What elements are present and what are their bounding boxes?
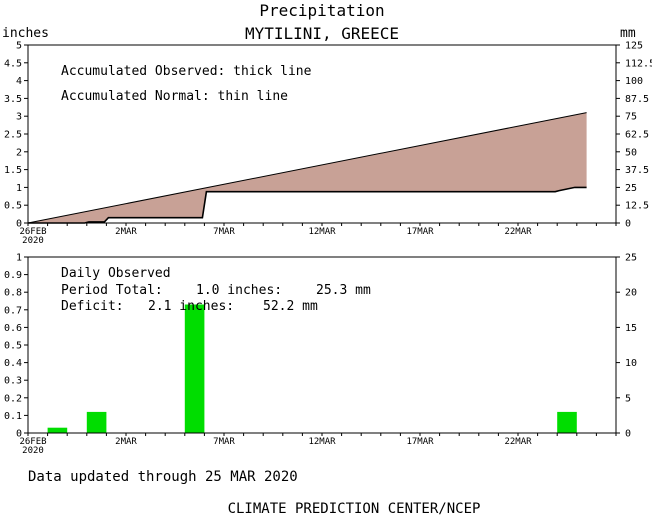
- deficit-inches: 2.1 inches:: [148, 299, 234, 314]
- normal-line: [27, 112, 587, 224]
- top-y2tick-label: 25: [625, 183, 637, 194]
- top-y2tick-label: 12.5: [625, 201, 649, 212]
- accumulated-panel: 0 0.5 1 1.5 2 2.5 3 3.5 4 4.5 5 0 12.5 25 37.5 50 62.5 7…: [4, 41, 652, 247]
- bottom-ytick-label: 0.5: [4, 341, 22, 352]
- bottom-ytick-label: 0: [16, 429, 22, 440]
- period-total-inches: 1.0 inches:: [196, 283, 282, 298]
- deficit-mm: 52.2 mm: [263, 299, 318, 314]
- top-ytick-label: 2.5: [4, 130, 22, 141]
- top-ytick-label: 1.5: [4, 165, 22, 176]
- bottom-xtick-label: 12MAR: [308, 437, 336, 447]
- top-ytick-label: 2: [16, 147, 22, 158]
- top-y2tick-label: 0: [625, 219, 631, 230]
- top-ytick-label: 4.5: [4, 58, 22, 69]
- bottom-ytick-label: 0.4: [4, 358, 22, 369]
- bottom-y2tick-label: 15: [625, 323, 637, 334]
- top-xtick-label: 12MAR: [308, 227, 336, 237]
- top-y2tick-label: 50: [625, 147, 637, 158]
- bottom-ytick-label: 0.8: [4, 288, 22, 299]
- bottom-xtick-label: 26FEB: [19, 437, 46, 447]
- bottom-right-axis: 0 5 10 15 20 25: [616, 253, 637, 440]
- daily-bars: [47, 304, 577, 433]
- top-y2tick-label: 100: [625, 76, 643, 87]
- bottom-xtick-label: 22MAR: [504, 437, 532, 447]
- top-xtick-sublabel: 2020: [22, 236, 44, 246]
- daily-panel: 0 0.1 0.2 0.3 0.4 0.5 0.6 0.7 0.8 0.9 1 0 5 10 15 20 25…: [4, 253, 637, 457]
- top-xtick-label: 26FEB: [19, 227, 46, 237]
- bottom-y2tick-label: 25: [625, 253, 637, 264]
- period-total-label: Period Total:: [61, 283, 163, 298]
- bottom-ytick-label: 0.9: [4, 270, 22, 281]
- top-xtick-label: 17MAR: [406, 227, 434, 237]
- daily-bar: [47, 427, 68, 433]
- chart-subtitle: MYTILINI, GREECE: [245, 24, 399, 43]
- bottom-xtick-label: 17MAR: [406, 437, 434, 447]
- top-ytick-label: 0: [16, 219, 22, 230]
- accumulation-lines: [27, 112, 587, 224]
- top-left-axis: 0 0.5 1 1.5 2 2.5 3 3.5 4 4.5 5: [4, 41, 28, 230]
- bottom-y2tick-label: 10: [625, 358, 637, 369]
- legend-normal: Accumulated Normal: thin line: [61, 89, 288, 104]
- daily-observed-label: Daily Observed: [61, 266, 171, 281]
- top-ytick-label: 1: [16, 183, 22, 194]
- top-xtick-label: 2MAR: [115, 227, 137, 237]
- deficit-label: Deficit:: [61, 299, 124, 314]
- bottom-xtick-sublabel: 2020: [22, 446, 44, 456]
- bottom-y2tick-label: 0: [625, 429, 631, 440]
- top-right-unit: mm: [620, 26, 636, 41]
- bottom-xtick-label: 7MAR: [213, 437, 235, 447]
- observed-line: [28, 186, 587, 224]
- legend-observed: Accumulated Observed: thick line: [61, 64, 312, 79]
- top-y2tick-label: 112.5: [625, 58, 652, 69]
- top-ytick-label: 5: [16, 41, 22, 52]
- top-y2tick-label: 62.5: [625, 130, 649, 141]
- top-ytick-label: 4: [16, 76, 22, 87]
- chart-title: Precipitation: [259, 1, 384, 20]
- top-y2tick-label: 125: [625, 41, 643, 52]
- bottom-ytick-label: 1: [16, 253, 22, 264]
- top-xtick-label: 7MAR: [213, 227, 235, 237]
- bottom-ytick-label: 0.1: [4, 411, 22, 422]
- bottom-ytick-label: 0.2: [4, 393, 22, 404]
- top-y2tick-label: 87.5: [625, 94, 649, 105]
- daily-bar: [557, 411, 577, 433]
- bottom-left-axis: 0 0.1 0.2 0.3 0.4 0.5 0.6 0.7 0.8 0.9 1: [4, 253, 28, 440]
- top-ytick-label: 0.5: [4, 201, 22, 212]
- top-right-axis: 0 12.5 25 37.5 50 62.5 75 87.5 100 112.5 125: [616, 41, 652, 230]
- bottom-ytick-label: 0.7: [4, 305, 22, 316]
- bottom-y2tick-label: 20: [625, 288, 637, 299]
- credit-line: CLIMATE PREDICTION CENTER/NCEP: [228, 501, 481, 517]
- top-y2tick-label: 75: [625, 112, 637, 123]
- top-ytick-label: 3.5: [4, 94, 22, 105]
- bottom-xtick-label: 2MAR: [115, 437, 137, 447]
- bottom-ytick-label: 0.6: [4, 323, 22, 334]
- daily-bar: [86, 411, 107, 433]
- data-updated-note: Data updated through 25 MAR 2020: [28, 469, 298, 485]
- top-ytick-label: 3: [16, 112, 22, 123]
- bottom-ytick-label: 0.3: [4, 376, 22, 387]
- bottom-y2tick-label: 5: [625, 393, 631, 404]
- period-total-mm: 25.3 mm: [316, 283, 371, 298]
- top-y2tick-label: 37.5: [625, 165, 649, 176]
- top-xtick-label: 22MAR: [504, 227, 532, 237]
- top-left-unit: inches: [2, 26, 49, 41]
- daily-bar: [184, 304, 205, 433]
